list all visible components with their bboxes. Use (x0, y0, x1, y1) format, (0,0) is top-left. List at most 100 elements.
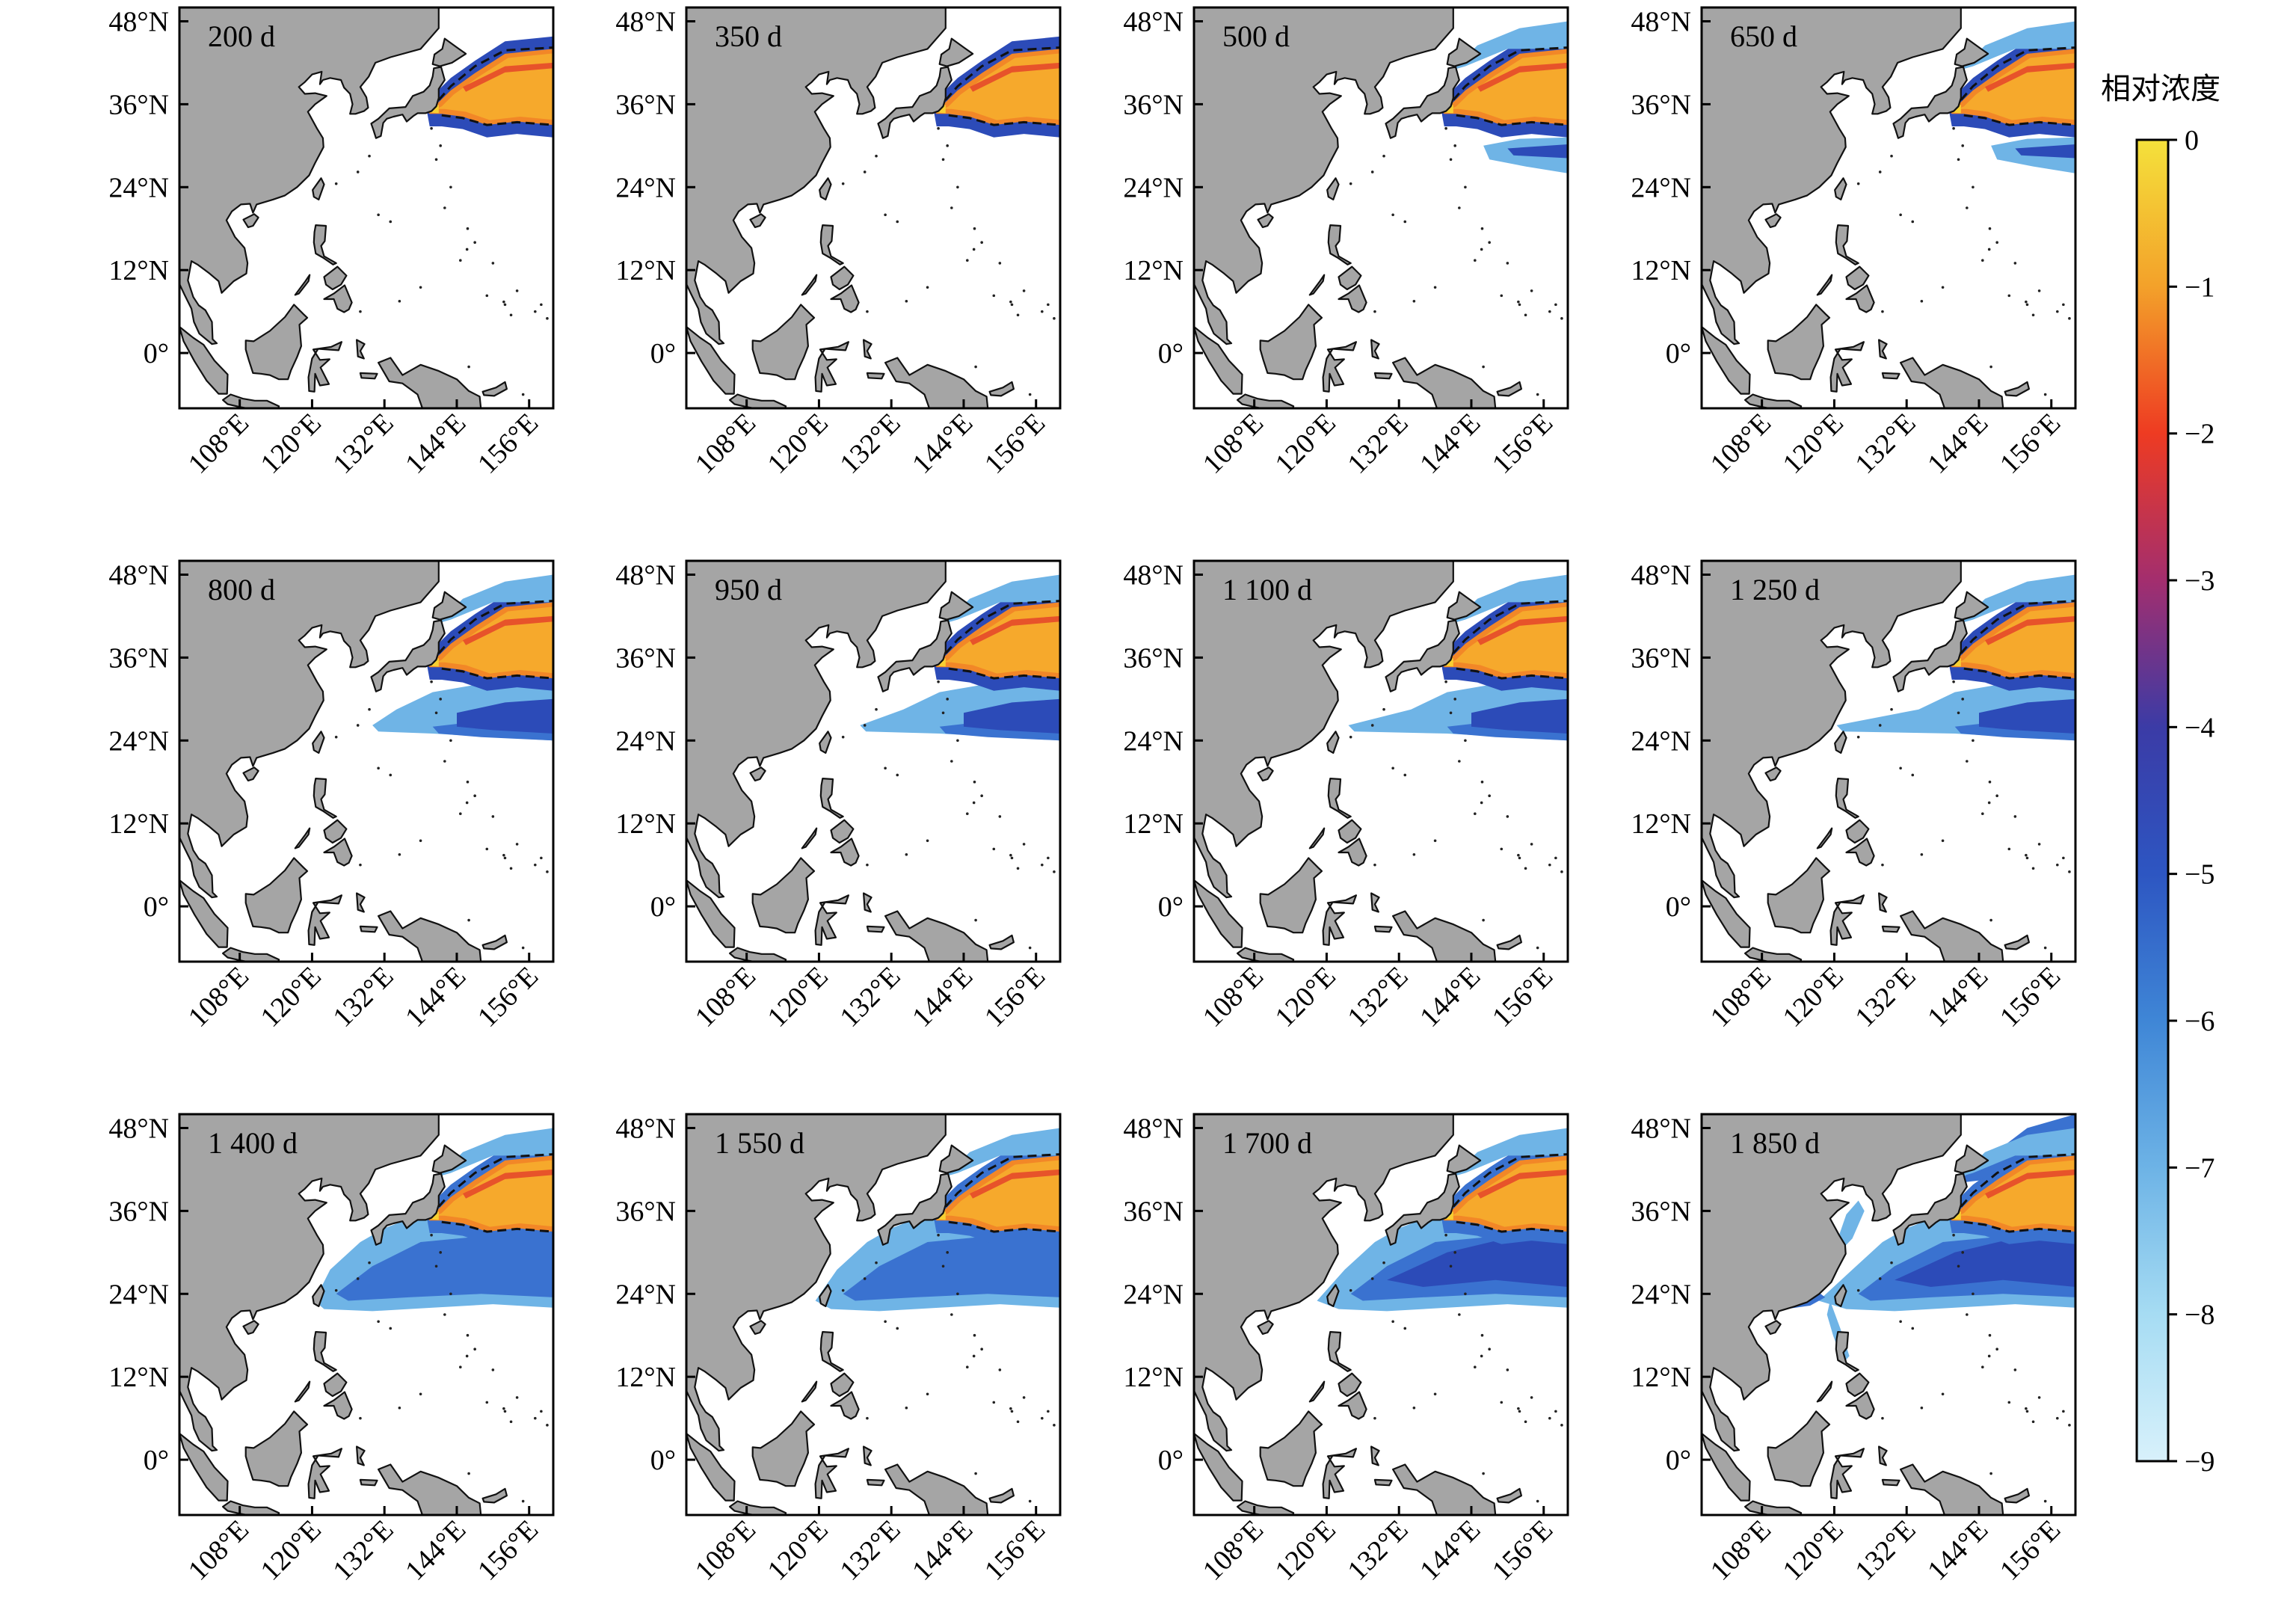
lon-tick-label: 156°E (1486, 1514, 1559, 1587)
colorbar-tick-label: 0 (2185, 125, 2199, 156)
lon-tick-label: 108°E (1197, 961, 1269, 1033)
island-dot (1403, 1327, 1407, 1330)
lat-tick-label: 0° (1158, 891, 1184, 923)
map-panel: 1 700 d 48°N 36°N 24°N 12°N 0° 108°E 120°E 132°E… (1123, 1113, 1569, 1587)
island-dot (2037, 1396, 2041, 1399)
lat-tick-label: 24°N (1631, 1279, 1691, 1310)
landmass (1326, 177, 1340, 200)
island-dot (950, 1313, 953, 1316)
land (1194, 7, 1563, 408)
island-dot (1554, 1410, 1557, 1413)
lon-tick-label: 144°E (399, 961, 472, 1033)
landmass (1370, 892, 1380, 913)
island-dot (1349, 735, 1352, 739)
island-dot (2056, 310, 2059, 313)
lat-tick-label: 0° (144, 1445, 169, 1476)
lat-tick-label: 36°N (615, 89, 676, 120)
island-dot (1009, 1407, 1012, 1410)
map-frame (1700, 6, 2077, 410)
landmass (1835, 1330, 1859, 1372)
landmass (294, 1380, 311, 1403)
island-dot (465, 1354, 469, 1358)
island-dot (2007, 847, 2011, 851)
colorbar-tick-label: −1 (2185, 271, 2215, 303)
lon-tick-label: 132°E (1849, 961, 1921, 1033)
lon-tick-label: 108°E (182, 1514, 255, 1587)
landmass (359, 1478, 378, 1487)
lon-tick-label: 120°E (1269, 1514, 1342, 1587)
landmass (1702, 325, 1751, 395)
island-dot (1524, 1420, 1527, 1424)
island-dot (1987, 248, 1991, 251)
landmass (312, 731, 325, 755)
island-dot (546, 317, 549, 320)
lat-tick-label: 48°N (1123, 1113, 1184, 1144)
island-dot (1524, 867, 1527, 870)
island-dot (439, 144, 442, 147)
island-dot (1382, 154, 1385, 158)
landmass (1373, 1478, 1393, 1487)
island-dot (439, 698, 442, 701)
landmass (1446, 37, 1482, 67)
island-dot (1016, 1420, 1020, 1424)
map-panel: 350 d 48°N 36°N 24°N 12°N 0° 108°E 120°E 132°E 14… (615, 6, 1062, 480)
landmass (1236, 947, 1295, 962)
island-dot (1952, 680, 1955, 683)
island-dot (1530, 289, 1533, 292)
island-dot (459, 1365, 462, 1369)
island-dot (1878, 170, 1882, 173)
contour-line (944, 1153, 1060, 1208)
island-dot (356, 1277, 360, 1280)
landmass (749, 1320, 766, 1336)
island-dot (1382, 707, 1385, 711)
island-dot (521, 1499, 525, 1503)
landmass (1257, 213, 1274, 228)
island-dot (534, 1416, 537, 1420)
colorbar-tick-label: −9 (2185, 1446, 2215, 1478)
island-dot (2031, 867, 2035, 870)
panel-day-label: 1 550 d (715, 1126, 804, 1160)
island-dot (2013, 262, 2017, 265)
lat-tick-label: 0° (144, 338, 169, 369)
island-dot (1560, 870, 1563, 873)
island-dot (1464, 739, 1467, 743)
lon-tick-label: 144°E (399, 408, 472, 480)
landmass (751, 857, 816, 934)
lat-tick-label: 48°N (1123, 559, 1184, 591)
island-dot (2013, 815, 2017, 818)
island-dot (1453, 144, 1456, 147)
island-dot (1972, 739, 1975, 743)
island-dot (1016, 313, 1020, 317)
island-dot (509, 867, 513, 870)
landmass (1322, 1448, 1358, 1499)
island-dot (884, 213, 887, 217)
landmass (988, 381, 1015, 397)
island-dot (1500, 294, 1504, 298)
lon-tick-label: 144°E (1921, 961, 1994, 1033)
island-dot (937, 1233, 940, 1237)
landmass (877, 619, 952, 692)
island-dot (1453, 698, 1456, 701)
lat-tick-label: 36°N (1631, 1196, 1691, 1227)
island-dot (1047, 303, 1050, 307)
landmass (814, 894, 850, 946)
map-panels: 200 d48°N36°N24°N12°N0°108°E 120°E 132°E 14… (108, 6, 2077, 1587)
contour-line (948, 667, 1060, 680)
landmass (378, 910, 482, 962)
island-dot (443, 760, 446, 763)
landmass (1834, 1284, 1847, 1308)
lat-tick-label: 48°N (108, 1113, 169, 1144)
lat-tick-label: 24°N (1631, 725, 1691, 757)
island-dot (1500, 847, 1504, 851)
map-frame (178, 1113, 555, 1516)
island-dot (1517, 853, 1520, 857)
landmass (1370, 1445, 1380, 1466)
lon-tick-label: 144°E (906, 408, 979, 480)
island-dot (905, 299, 908, 303)
landmass (323, 838, 353, 867)
landmass (728, 393, 787, 408)
lon-tick-label: 108°E (1197, 408, 1269, 480)
map-panel: 1 400 d 48°N 36°N 24°N 12°N 0° 108°E 120°E 132°E… (108, 1113, 555, 1587)
lon-tick-label: 108°E (1705, 1514, 1777, 1587)
landmass (1702, 561, 1962, 899)
